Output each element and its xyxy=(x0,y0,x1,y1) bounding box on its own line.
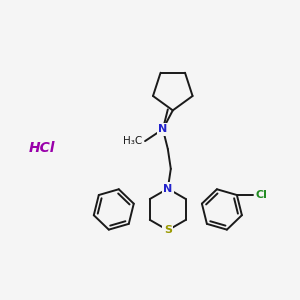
Text: N: N xyxy=(158,124,167,134)
Text: H₃C: H₃C xyxy=(123,136,142,146)
Text: Cl: Cl xyxy=(256,190,268,200)
Text: S: S xyxy=(164,225,172,235)
Text: N: N xyxy=(163,184,172,194)
Text: HCl: HCl xyxy=(29,141,56,155)
